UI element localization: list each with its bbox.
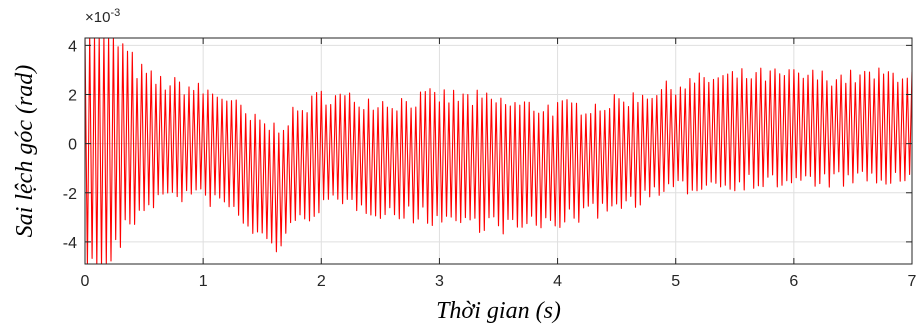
x-tick-label: 5 xyxy=(671,273,680,290)
plot-area xyxy=(85,38,912,264)
x-axis: 0 1 2 3 4 5 6 7 xyxy=(81,38,917,290)
y-scale-factor-label: ×10-3 xyxy=(85,7,120,26)
series-line xyxy=(85,38,912,264)
y-axis-title: Sai lệch góc (rad) xyxy=(12,65,38,238)
x-tick-label: 6 xyxy=(789,273,798,290)
y-tick-label: -4 xyxy=(63,235,77,252)
y-tick-label: -2 xyxy=(63,186,77,203)
plot-frame xyxy=(84,37,913,265)
x-tick-label: 3 xyxy=(435,273,444,290)
x-tick-label: 7 xyxy=(908,273,917,290)
y-tick-label: 0 xyxy=(68,137,77,154)
x-tick-label: 0 xyxy=(81,273,90,290)
x-tick-label: 1 xyxy=(199,273,208,290)
y-tick-label: 2 xyxy=(68,88,77,105)
y-tick-label: 4 xyxy=(68,38,77,55)
x-axis-title: Thời gian (s) xyxy=(436,298,561,324)
x-tick-label: 2 xyxy=(317,273,326,290)
x-tick-label: 4 xyxy=(553,273,562,290)
y-axis: 4 2 0 -2 -4 xyxy=(63,38,912,252)
